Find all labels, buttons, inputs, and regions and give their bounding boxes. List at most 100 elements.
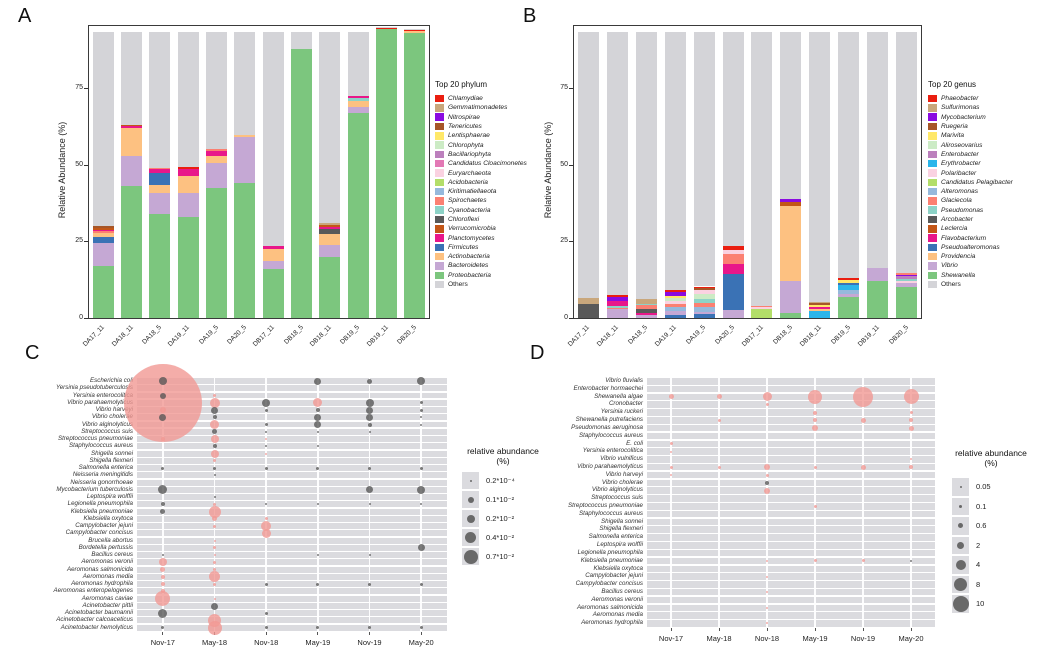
bar-segment-DB20_5-Pseudomonas (896, 279, 918, 282)
row-stripe (137, 573, 447, 580)
row-stripe (137, 436, 447, 442)
bar-segment-DA18_5-Bacteroidetes (149, 192, 171, 214)
bar-segment-DB19_5-Marivita (838, 280, 860, 283)
legend-item-Lentisphaerae: Lentisphaerae (435, 131, 540, 140)
bar-segment-DB19_5-Alteromonas (838, 289, 860, 294)
column-gridline (670, 378, 672, 628)
abundance-bubble (765, 480, 769, 485)
abundance-bubble (669, 442, 673, 446)
legend-label-Kiritimatiellaeota: Kiritimatiellaeota (448, 188, 497, 196)
abundance-bubble (313, 398, 323, 408)
abundance-bubble (316, 466, 320, 470)
bar-segment-DA18_5-Sulfurimonas (635, 299, 657, 304)
abundance-bubble (368, 503, 371, 506)
abundance-bubble (766, 575, 768, 578)
abundance-bubble (808, 389, 822, 404)
panel-c-bubble-legend-title: relative abundance (%) (467, 446, 539, 466)
bar-segment-DA17_11-Planctomycetes (92, 229, 114, 232)
legend-item-Leclercia: Leclercia (928, 224, 1038, 233)
legend-label-Others: Others (448, 281, 468, 289)
bubble-legend-label-0.7*10⁻²: 0.7*10⁻² (486, 552, 515, 561)
abundance-bubble (860, 464, 866, 470)
legend-swatch-Firmicutes (435, 243, 444, 252)
bar-segment-DB18_11-Planctomycetes (319, 226, 341, 230)
bar-segment-DA19_5-Proteobacteria (206, 187, 227, 318)
legend-label-Ruegeria: Ruegeria (941, 123, 968, 131)
panel-c-plot-area: Escherichia coli Yersinia pseudotuberculo… (54, 363, 447, 647)
legend-item-Polaribacter: Polaribacter (928, 168, 1038, 177)
abundance-bubble (764, 487, 770, 494)
abundance-bubble (419, 401, 423, 405)
legend-swatch-Chlamydiae (435, 94, 444, 103)
abundance-bubble (264, 408, 268, 412)
legend-item-Spirochaetes: Spirochaetes (435, 196, 540, 205)
legend-item-Euryarchaeota: Euryarchaeota (435, 168, 540, 177)
panel-d-plot-area: Vibrio fluvialis Enterobacter hormaechei S… (568, 377, 935, 643)
legend-label-Firmicutes: Firmicutes (448, 243, 479, 251)
x-tick-mark (265, 632, 267, 635)
abundance-bubble (315, 408, 320, 413)
legend-item-Glaciecola: Glaciecola (928, 196, 1038, 205)
row-label-Acinetobacter-calcoaceticus: Acinetobacter calcoaceticus (56, 616, 133, 624)
bubble-legend-circle (465, 532, 476, 543)
row-label-Yersinia-enterocolitica: Yersinia enterocolitica (72, 391, 133, 399)
bar-segment-DB19_5-Phaeobacter (838, 278, 860, 281)
abundance-bubble (765, 473, 769, 477)
bar-segment-DA19_5-Ruegeria (693, 288, 715, 290)
y-tick-label-50: 50 (560, 160, 568, 168)
row-stripe (647, 542, 935, 549)
bar-segment-DA18_11-Flavobacterium (606, 301, 628, 307)
row-stripe (647, 588, 935, 596)
bar-segment-DA19_11-Planctomycetes (177, 169, 199, 176)
bar-segment-DA17_11-Verrucomicrobia (92, 227, 114, 230)
legend-swatch-Chloroflexi (435, 215, 444, 224)
bar-segment-DA20_5-Others (234, 31, 256, 136)
row-label-Vibrio-cholerae: Vibrio cholerae (601, 478, 643, 486)
bar-segment-DA19_11-Mycobacterium (664, 292, 686, 297)
column-gridline (910, 378, 912, 628)
abundance-bubble (212, 429, 217, 435)
bubble-legend-circle (466, 514, 475, 523)
row-label-Shewanella-algae: Shewanella algae (594, 392, 643, 400)
bar-segment-DA17_11-Firmicutes (92, 236, 114, 244)
legend-item-Aliroseovarius: Aliroseovarius (928, 140, 1038, 149)
abundance-bubble (316, 582, 320, 586)
row-stripe (647, 557, 935, 565)
bubble-legend-circle (467, 496, 474, 503)
bar-segment-DA19_5-Polaribacter (693, 289, 715, 295)
legend-item-Alteromonas: Alteromonas (928, 187, 1038, 196)
legend-item-Verrucomicrobia: Verrucomicrobia (435, 224, 540, 233)
bar-segment-DA17_11-Sulfurimonas (577, 298, 599, 305)
legend-label-Tenericutes: Tenericutes (448, 123, 482, 131)
abundance-bubble (158, 377, 167, 386)
bar-segment-DB20_5-Others (896, 31, 918, 274)
row-stripe (137, 544, 447, 551)
row-label-Salmonella-enterica: Salmonella enterica (78, 464, 133, 472)
abundance-bubble (764, 464, 770, 471)
bar-segment-DB18_5-Others (780, 31, 802, 199)
abundance-bubble (209, 397, 220, 408)
bar-segment-DA19_5-Bacteroidetes (206, 163, 227, 188)
abundance-bubble (367, 378, 372, 384)
bar-segment-DB19_5-Bacteroidetes (347, 106, 369, 113)
legend-label-Glaciecola: Glaciecola (941, 197, 972, 205)
row-stripe (137, 486, 447, 493)
abundance-bubble (159, 413, 167, 421)
row-label-Neisseria-meningitidis: Neisseria meningitidis (72, 471, 133, 479)
row-label-Streptococcus-pneumoniae: Streptococcus pneumoniae (568, 502, 643, 509)
abundance-bubble (207, 620, 222, 635)
legend-swatch-Glaciecola (928, 197, 937, 205)
bubble-legend-circle (952, 595, 969, 612)
row-label-Acinetobacter-baumannii: Acinetobacter baumannii (64, 609, 133, 617)
legend-swatch-Pseudomonas (928, 206, 937, 214)
bar-segment-DB17_11-Candidatus-Pelagibacter (751, 308, 773, 318)
row-stripe (137, 407, 447, 413)
bar-segment-DA19_11-Polaribacter (664, 300, 686, 304)
row-label-Leptospira-wolffii: Leptospira wolffii (86, 493, 133, 501)
row-label-E.-coli: E. coli (626, 439, 643, 447)
abundance-bubble (210, 420, 219, 430)
abundance-bubble (212, 444, 217, 449)
abundance-bubble (716, 394, 722, 400)
row-stripe (137, 421, 447, 428)
abundance-bubble (264, 466, 268, 470)
